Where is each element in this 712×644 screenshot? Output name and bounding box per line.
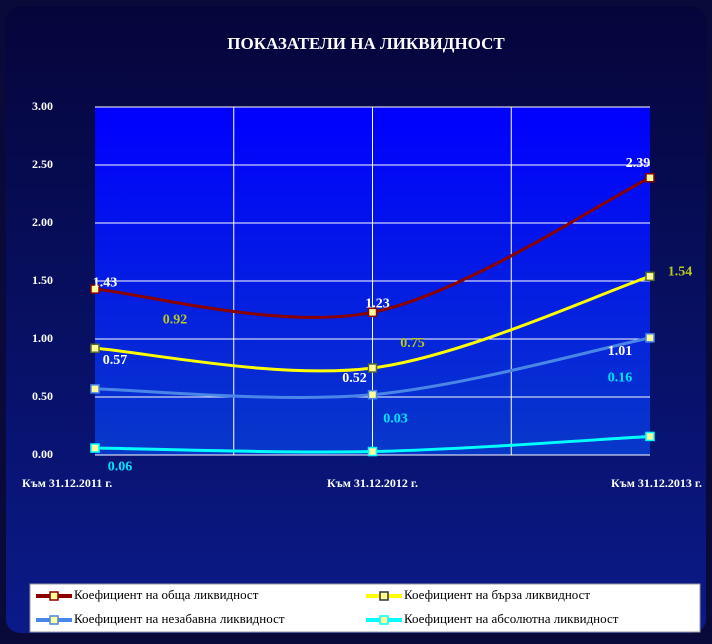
data-label: 0.06 (108, 459, 133, 474)
data-point (645, 173, 655, 183)
legend-marker (379, 591, 389, 601)
data-label: 0.03 (383, 412, 408, 427)
data-point (367, 363, 378, 373)
data-label: 2.39 (626, 156, 651, 171)
data-point (645, 271, 655, 282)
legend (29, 583, 701, 633)
data-label: 0.52 (342, 371, 367, 386)
data-point (367, 307, 378, 318)
data-point (367, 389, 378, 400)
data-point (90, 284, 100, 294)
data-point (645, 431, 655, 442)
legend-marker (49, 615, 59, 625)
x-tick-label: Към 31.12.2013 г. (611, 476, 702, 490)
y-tick-label: 2.50 (32, 157, 53, 171)
y-tick-label: 1.50 (32, 273, 53, 287)
chart-title: ПОКАЗАТЕЛИ НА ЛИКВИДНОСТ (227, 34, 505, 53)
data-label: 0.92 (163, 312, 188, 327)
data-point (90, 343, 100, 354)
data-point (90, 443, 100, 453)
data-label: 1.23 (365, 297, 390, 312)
legend-marker (379, 615, 389, 625)
x-tick-label: Към 31.12.2011 г. (22, 476, 112, 490)
data-label: 1.01 (608, 344, 633, 359)
y-tick-label: 3.00 (32, 99, 53, 113)
legend-marker (49, 591, 59, 601)
legend-label: Коефициент на абсолютна ликвидност (404, 611, 619, 626)
data-point (367, 446, 378, 457)
data-label: 0.16 (608, 371, 633, 386)
y-tick-label: 2.00 (32, 215, 53, 229)
data-label: 1.43 (93, 275, 118, 290)
x-tick-label: Към 31.12.2012 г. (327, 476, 418, 490)
legend-label: Коефициент на бърза ликвидност (404, 587, 590, 602)
data-point (645, 333, 655, 343)
data-point (90, 384, 100, 394)
data-label: 0.75 (400, 336, 425, 351)
data-label: 0.57 (103, 353, 128, 368)
y-tick-label: 1.00 (32, 331, 53, 345)
data-label: 1.54 (668, 265, 693, 280)
y-tick-label: 0.50 (32, 389, 53, 403)
legend-label: Коефициент на незабавна ликвидност (74, 611, 285, 626)
legend-label: Коефициент на обща ликвидност (74, 587, 259, 602)
y-tick-label: 0.00 (32, 447, 53, 461)
